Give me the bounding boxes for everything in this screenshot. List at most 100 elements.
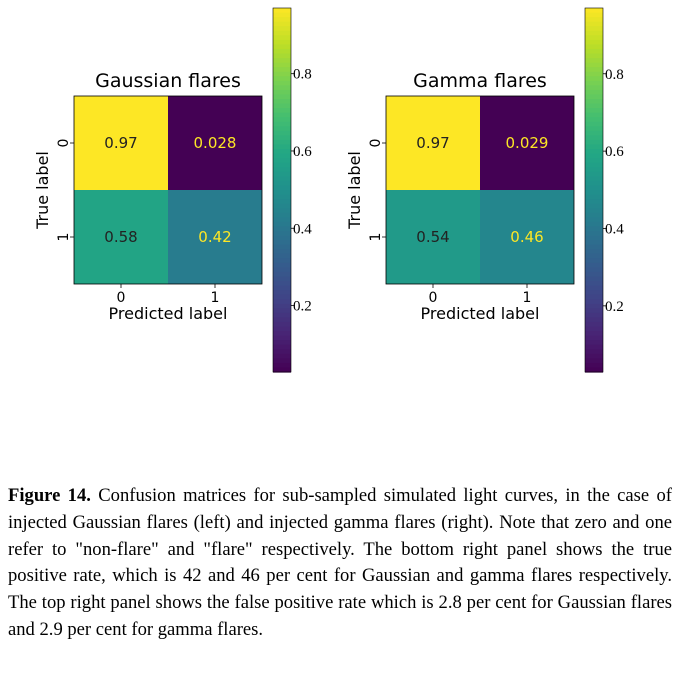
chart2-colorbar-band-71 (585, 331, 603, 337)
chart1-colorbar-band-49 (273, 230, 291, 237)
chart1-colorbar-band-2 (273, 17, 291, 23)
chart2-colorbar-band-55 (585, 258, 603, 264)
chart1-cell-label-1-0: 0.58 (104, 228, 137, 246)
chart1-colorbar-band-12 (273, 62, 291, 68)
chart2-colorbar-band-19 (585, 94, 603, 100)
chart2-colorbar-band-30 (585, 144, 603, 150)
chart1-colorbar-band-74 (273, 344, 291, 350)
chart2-cell-label-1-1: 0.46 (510, 228, 543, 246)
chart1-colorbar-band-64 (273, 299, 291, 305)
chart1-colorbar-tick-label-1: 0.4 (293, 221, 312, 237)
chart1-colorbar-band-20 (273, 99, 291, 105)
chart2-colorbar-band-36 (585, 171, 603, 177)
chart1-colorbar-band-5 (273, 30, 291, 36)
chart2-colorbar-band-26 (585, 126, 603, 132)
chart2-colorbar-band-53 (585, 249, 603, 255)
chart2-colorbar-band-43 (585, 203, 603, 209)
chart2-colorbar-band-70 (585, 326, 603, 332)
chart1-colorbar-frame (272, 7, 292, 373)
chart1-colorbar-band-70 (273, 326, 291, 332)
chart2-colorbar-band-59 (585, 276, 603, 282)
chart2-colorbar-band-44 (585, 208, 603, 214)
chart2-colorbar-band-52 (585, 244, 603, 250)
chart2-colorbar-tick-label-0: 0.2 (605, 299, 624, 315)
chart1-colorbar-band-10 (273, 53, 291, 59)
chart2-x-tick-label-1: 1 (523, 290, 532, 306)
chart1-colorbar-band-55 (273, 258, 291, 264)
chart2-colorbar-band-10 (585, 53, 603, 59)
chart2-colorbar-band-31 (585, 149, 603, 155)
chart1-colorbar-band-25 (273, 121, 291, 127)
chart2-colorbar-band-60 (585, 281, 603, 287)
chart2-colorbar-band-11 (585, 58, 603, 64)
chart2-cell-label-1-0: 0.54 (416, 228, 449, 246)
chart2-colorbar-band-64 (585, 299, 603, 305)
chart1-colorbar-band-56 (273, 262, 291, 268)
chart1-cell-label-0-1: 0.028 (194, 134, 237, 152)
chart1-cell-1-1 (168, 190, 262, 284)
chart2-cell-0-0 (386, 96, 480, 190)
chart1-colorbar-tick-label-0: 0.2 (293, 299, 312, 315)
chart1-colorbar-band-8 (273, 44, 291, 50)
chart1-colorbar-band-39 (273, 185, 291, 191)
chart2-cell-0-1 (480, 96, 574, 190)
chart2-colorbar-band-76 (585, 353, 603, 359)
chart2-colorbar-band-57 (585, 267, 603, 273)
chart1-colorbar-band-17 (273, 85, 291, 91)
chart1-colorbar-band-34 (273, 162, 291, 168)
chart2-colorbar-tick-label-3: 0.8 (605, 67, 624, 83)
chart1-colorbar-band-46 (273, 217, 291, 223)
figure-caption: Figure 14. Confusion matrices for sub-sa… (8, 483, 672, 644)
chart1-colorbar-band-36 (273, 171, 291, 177)
chart1-colorbar-band-11 (273, 58, 291, 64)
chart2-colorbar-band-18 (585, 89, 603, 96)
chart2-colorbar-band-39 (585, 185, 603, 191)
chart2-colorbar-band-33 (585, 158, 603, 164)
chart1-colorbar-band-54 (273, 253, 291, 259)
chart1-colorbar-band-72 (273, 335, 291, 341)
chart1-colorbar-band-73 (273, 340, 291, 346)
chart1-cell-0-1 (168, 96, 262, 190)
chart1-colorbar-band-32 (273, 153, 291, 159)
chart2-colorbar-band-41 (585, 194, 603, 200)
chart1-colorbar-band-61 (273, 285, 291, 291)
chart1-cell-0-0 (74, 96, 168, 190)
chart1-colorbar-band-33 (273, 158, 291, 164)
chart2-colorbar-band-24 (585, 117, 603, 123)
chart1-colorbar-band-26 (273, 126, 291, 132)
chart1-colorbar-band-1 (273, 12, 291, 18)
chart2-cell-label-0-0: 0.97 (416, 134, 449, 152)
chart1-axes-frame (73, 95, 263, 285)
chart2-colorbar-band-22 (585, 108, 603, 114)
chart2-x-axis-label: Predicted label (421, 304, 540, 323)
chart2-colorbar-band-27 (585, 130, 603, 136)
chart2-colorbar-band-4 (585, 26, 603, 32)
chart1-colorbar-band-66 (273, 308, 291, 314)
chart1-y-tick-label-1: 1 (56, 233, 72, 242)
chart2-title: Gamma flares (413, 70, 547, 92)
chart2-colorbar-band-17 (585, 85, 603, 91)
chart2-colorbar: 0.2 0.4 0.6 0.8 (584, 7, 624, 373)
chart2-colorbar-band-37 (585, 176, 603, 182)
chart2-colorbar-band-69 (585, 321, 603, 328)
caption-label: Figure 14. (8, 485, 91, 506)
chart2-colorbar-band-21 (585, 103, 603, 109)
chart2-colorbar-band-2 (585, 17, 603, 23)
chart1-colorbar-band-7 (273, 39, 291, 45)
chart1-colorbar-band-0 (273, 8, 291, 14)
chart1-colorbar-band-76 (273, 353, 291, 359)
chart2-colorbar-band-46 (585, 217, 603, 223)
chart1-colorbar-band-78 (273, 362, 291, 369)
chart2-colorbar-band-13 (585, 67, 603, 73)
chart2-colorbar-band-3 (585, 21, 603, 27)
chart2-colorbar-band-12 (585, 62, 603, 68)
chart1-cell-label-0-0: 0.97 (104, 134, 137, 152)
chart2-colorbar-band-73 (585, 340, 603, 346)
chart1-colorbar-tick-label-3: 0.8 (293, 67, 312, 83)
chart1-colorbar-band-18 (273, 89, 291, 96)
chart1-colorbar-band-35 (273, 167, 291, 173)
chart1-colorbar-band-58 (273, 271, 291, 278)
chart2-colorbar-band-1 (585, 12, 603, 18)
chart2-colorbar-band-68 (585, 317, 603, 323)
chart1-colorbar-band-23 (273, 112, 291, 118)
